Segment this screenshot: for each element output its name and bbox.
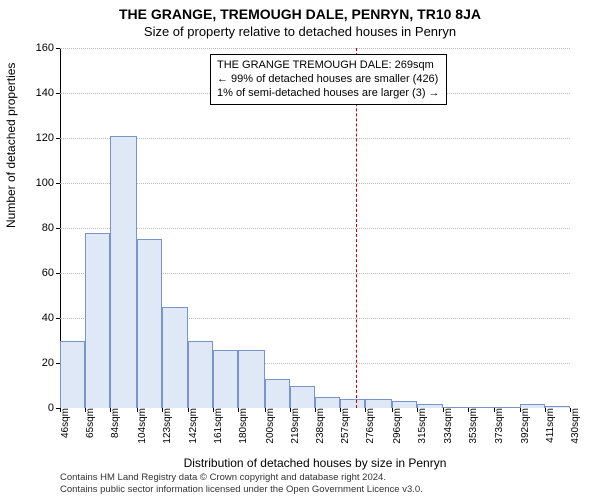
- ytick-label: 160: [36, 42, 54, 54]
- ytick-mark: [56, 318, 60, 319]
- ytick-label: 140: [36, 87, 54, 99]
- xtick-label: 257sqm: [340, 408, 351, 444]
- xtick-label: 411sqm: [545, 408, 556, 443]
- annotation-line-right: 1% of semi-detached houses are larger (3…: [217, 87, 440, 101]
- ytick-label: 100: [36, 177, 54, 189]
- histogram-bar: [290, 386, 315, 409]
- histogram-bar: [315, 397, 340, 408]
- ytick-mark: [56, 138, 60, 139]
- ytick-label: 20: [42, 357, 54, 369]
- xtick-label: 392sqm: [520, 408, 531, 444]
- xtick-label: 238sqm: [315, 408, 326, 444]
- xtick-label: 123sqm: [162, 408, 173, 444]
- ytick-label: 0: [48, 402, 54, 414]
- xtick-label: 296sqm: [392, 408, 403, 444]
- histogram-bar: [162, 307, 187, 408]
- histogram-bar: [110, 136, 137, 408]
- chart-container: THE GRANGE, TREMOUGH DALE, PENRYN, TR10 …: [0, 0, 600, 500]
- ytick-mark: [56, 183, 60, 184]
- x-axis-label: Distribution of detached houses by size …: [60, 456, 570, 470]
- y-axis-label: Number of detached properties: [4, 63, 18, 228]
- ytick-mark: [56, 228, 60, 229]
- ytick-label: 60: [42, 267, 54, 279]
- xtick-label: 276sqm: [365, 408, 376, 444]
- gridline: [60, 48, 570, 49]
- attribution-text: Contains HM Land Registry data © Crown c…: [60, 472, 570, 496]
- xtick-label: 430sqm: [570, 408, 581, 444]
- xtick-label: 46sqm: [60, 408, 71, 438]
- xtick-label: 180sqm: [238, 408, 249, 444]
- attribution-line1: Contains HM Land Registry data © Crown c…: [60, 472, 570, 484]
- histogram-bar: [238, 350, 265, 409]
- histogram-bar: [137, 239, 162, 408]
- histogram-bar: [340, 399, 365, 408]
- histogram-bar: [365, 399, 392, 408]
- xtick-label: 315sqm: [417, 408, 428, 444]
- ytick-mark: [56, 273, 60, 274]
- xtick-label: 84sqm: [110, 408, 121, 438]
- xtick-label: 373sqm: [494, 408, 505, 444]
- xtick-label: 142sqm: [188, 408, 199, 444]
- ytick-mark: [56, 93, 60, 94]
- histogram-bar: [213, 350, 238, 409]
- xtick-label: 353sqm: [468, 408, 479, 444]
- ytick-label: 80: [42, 222, 54, 234]
- ytick-mark: [56, 48, 60, 49]
- histogram-bar: [265, 379, 290, 408]
- histogram-bar: [60, 341, 85, 409]
- plot-area: 02040608010012014016046sqm65sqm84sqm104s…: [60, 48, 570, 408]
- ytick-label: 120: [36, 132, 54, 144]
- histogram-bar: [188, 341, 213, 409]
- xtick-label: 161sqm: [213, 408, 224, 444]
- attribution-line2: Contains public sector information licen…: [60, 484, 570, 496]
- xtick-label: 200sqm: [265, 408, 276, 444]
- histogram-bar: [85, 233, 110, 409]
- xtick-label: 334sqm: [443, 408, 454, 444]
- chart-title: THE GRANGE, TREMOUGH DALE, PENRYN, TR10 …: [0, 0, 600, 22]
- xtick-label: 104sqm: [137, 408, 148, 444]
- chart-subtitle: Size of property relative to detached ho…: [0, 22, 600, 43]
- xtick-label: 219sqm: [290, 408, 301, 444]
- annotation-heading: THE GRANGE TREMOUGH DALE: 269sqm: [217, 59, 440, 73]
- ytick-label: 40: [42, 312, 54, 324]
- histogram-bar: [392, 401, 417, 408]
- annotation-box: THE GRANGE TREMOUGH DALE: 269sqm← 99% of…: [210, 54, 447, 105]
- annotation-line-left: ← 99% of detached houses are smaller (42…: [217, 73, 440, 87]
- xtick-label: 65sqm: [85, 408, 96, 438]
